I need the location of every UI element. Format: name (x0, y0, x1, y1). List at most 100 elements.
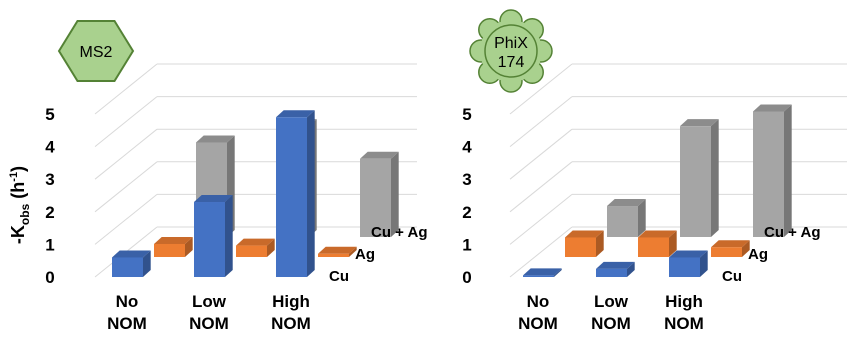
gridline-diagonal (94, 63, 158, 115)
bar-cu-ag (680, 119, 719, 237)
y-axis-label-close: ) (8, 166, 28, 172)
gridline-diagonal (509, 96, 573, 147)
depth-label: Cu + Ag (371, 224, 428, 241)
bar-side (742, 240, 750, 257)
badge-label: 174 (498, 54, 525, 71)
category-label: NOM (271, 314, 311, 333)
category-label: Low (594, 292, 629, 311)
bar-side (627, 261, 635, 277)
bar-side (596, 230, 604, 257)
y-tick-label: 4 (45, 138, 55, 157)
hexagon-shape (57, 20, 135, 82)
badge-label: MS2 (80, 44, 113, 61)
bar-top (565, 230, 604, 238)
category-label: High (665, 292, 703, 311)
bar-cu (669, 250, 708, 277)
bar-top (236, 238, 275, 246)
bar-top (154, 236, 193, 244)
bar-front (669, 257, 700, 277)
bar-side (784, 104, 792, 238)
y-tick-label: 0 (45, 268, 54, 287)
bar-cu (276, 110, 315, 277)
y-axis-label: -Kobs (h-1) (8, 166, 32, 244)
bar-top (607, 199, 646, 207)
y-tick-label: 3 (45, 170, 54, 189)
gridline-diagonal (509, 161, 573, 213)
y-axis-label-unit: (h (8, 182, 28, 204)
category-label: NOM (591, 314, 631, 333)
bar-side (554, 268, 562, 277)
depth-label: Cu (722, 268, 742, 285)
bar-top (196, 135, 235, 143)
y-axis-label-main: -K (8, 225, 28, 244)
bar-side (700, 250, 708, 277)
bar-side (391, 151, 399, 237)
bar-side (143, 250, 151, 277)
bar-side (267, 238, 275, 257)
bar-top (523, 268, 562, 276)
category-label: Low (192, 292, 227, 311)
bar-top (680, 119, 719, 127)
bar-top (194, 195, 233, 203)
depth-label: Cu + Ag (764, 224, 821, 241)
bar-cu (194, 195, 233, 277)
y-axis-label-sup: -1 (8, 172, 20, 182)
category-label: NOM (664, 314, 704, 333)
y-axis-label-sub: obs (18, 203, 32, 225)
gridline-diagonal (94, 194, 158, 245)
depth-label: Ag (748, 246, 768, 263)
depth-label: Cu (329, 268, 349, 285)
bar-ag (711, 240, 750, 257)
y-tick-label: 5 (45, 105, 54, 124)
bar-front (607, 206, 638, 237)
bar-ag (236, 238, 275, 257)
bar-front (236, 245, 267, 257)
bar-ag (318, 246, 357, 257)
bar-ag (638, 230, 677, 257)
bar-front (360, 158, 391, 237)
bar-side (638, 199, 646, 237)
bar-top (711, 240, 750, 248)
bar-side (307, 110, 315, 277)
y-tick-label: 5 (462, 105, 471, 124)
gridline-diagonal (94, 96, 158, 147)
bar-top (112, 250, 151, 258)
depth-label: Ag (355, 246, 375, 263)
category-label: No (116, 292, 139, 311)
bar-front (680, 126, 711, 237)
bar-side (669, 230, 677, 257)
bar-cu-ag (753, 104, 792, 238)
badge-ring (484, 24, 538, 78)
category-label: NOM (189, 314, 229, 333)
bar-top (638, 230, 677, 238)
bar-ag (565, 230, 604, 257)
bar-front (753, 111, 784, 237)
bar-cu-ag (360, 151, 399, 237)
bar-side (349, 246, 357, 257)
scalloped-badge: PhiX 174 (469, 9, 553, 93)
category-label: NOM (518, 314, 558, 333)
y-tick-label: 1 (462, 235, 471, 254)
hexagon-badge: MS2 (57, 20, 135, 82)
category-label: High (272, 292, 310, 311)
bar-front (565, 237, 596, 257)
gridline-diagonal (509, 226, 573, 278)
bar-top (753, 104, 792, 112)
bar-cu-ag (607, 199, 646, 237)
gridline-diagonal (94, 128, 158, 180)
bar-cu (523, 268, 562, 277)
bar-cu (596, 261, 635, 277)
bar-front (194, 202, 225, 277)
y-tick-label: 3 (462, 170, 471, 189)
bar-side (711, 119, 719, 237)
gridline-diagonal (509, 63, 573, 115)
gridline-diagonal (94, 161, 158, 213)
bar-cu (112, 250, 151, 277)
gridline-diagonal (509, 128, 573, 180)
bar-front (638, 237, 669, 257)
bar-front (154, 243, 185, 257)
bar-top (596, 261, 635, 269)
bar-top (360, 151, 399, 159)
